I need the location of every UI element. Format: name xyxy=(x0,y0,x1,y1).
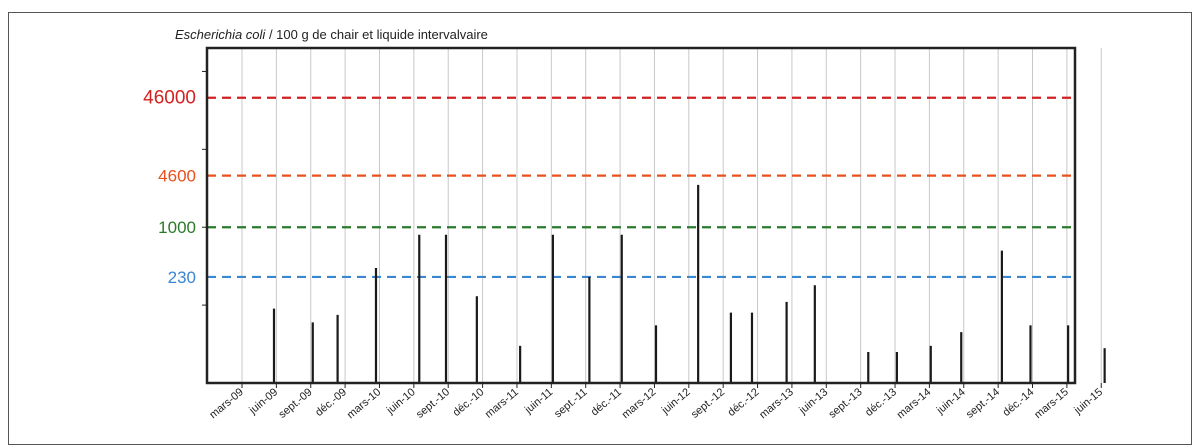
x-tick-label: mars-13 xyxy=(757,386,796,421)
x-tick-label: déc.-11 xyxy=(589,386,624,418)
chart-frame: 46000 4600 1000 230 Escherichia coli / 100 … xyxy=(8,12,1192,445)
x-tick-label: mars-14 xyxy=(895,386,934,421)
x-tick-label: mars-12 xyxy=(620,386,659,421)
x-tick-label: juin-12 xyxy=(659,386,693,417)
chart-title: Escherichia coli / 100 g de chair et liq… xyxy=(175,27,488,42)
chart: 46000 4600 1000 230 Escherichia coli / 100 … xyxy=(143,27,1106,421)
title-unit: / 100 g de chair et liquide intervalvair… xyxy=(265,27,488,42)
x-tick-label: sept.-09 xyxy=(277,386,315,421)
bars xyxy=(272,184,1106,383)
x-tick-label: juin-15 xyxy=(1071,386,1105,417)
x-tick-label: sept.-13 xyxy=(826,386,864,421)
x-tick-label: mars-15 xyxy=(1032,386,1071,421)
x-tick-label: juin-10 xyxy=(384,386,418,417)
x-tick-label: mars-09 xyxy=(207,386,246,421)
x-tick-label: juin-13 xyxy=(796,386,830,417)
x-tick-label: sept.-10 xyxy=(414,386,452,421)
x-tick-label: déc.-13 xyxy=(863,386,899,419)
reference-label: 230 xyxy=(168,268,196,287)
x-tick-label: mars-10 xyxy=(345,386,384,421)
x-tick-label: sept.-14 xyxy=(964,386,1002,421)
x-tick-label: juin-11 xyxy=(522,386,555,417)
x-tick-label: déc.-14 xyxy=(1001,386,1037,419)
x-tick-label: déc.-09 xyxy=(313,386,349,419)
x-tick-label: déc.-10 xyxy=(451,386,487,419)
x-tick-label: déc.-12 xyxy=(726,386,762,419)
reference-label: 4600 xyxy=(158,167,196,186)
reference-labels: 46000 4600 1000 230 xyxy=(143,88,196,287)
x-tick-label: sept.-12 xyxy=(689,386,727,421)
title-organism: Escherichia coli xyxy=(175,27,266,42)
x-tick-label: sept.-11 xyxy=(552,386,590,420)
x-tick-label: juin-09 xyxy=(247,386,281,417)
plot-border xyxy=(205,46,1077,385)
x-tick-label: mars-11 xyxy=(483,386,521,421)
reference-lines xyxy=(207,96,1075,279)
reference-label: 46000 xyxy=(143,88,196,109)
x-tick-label: juin-14 xyxy=(934,386,968,417)
axes xyxy=(202,46,1102,388)
reference-label: 1000 xyxy=(158,218,196,237)
grid xyxy=(241,48,1102,383)
